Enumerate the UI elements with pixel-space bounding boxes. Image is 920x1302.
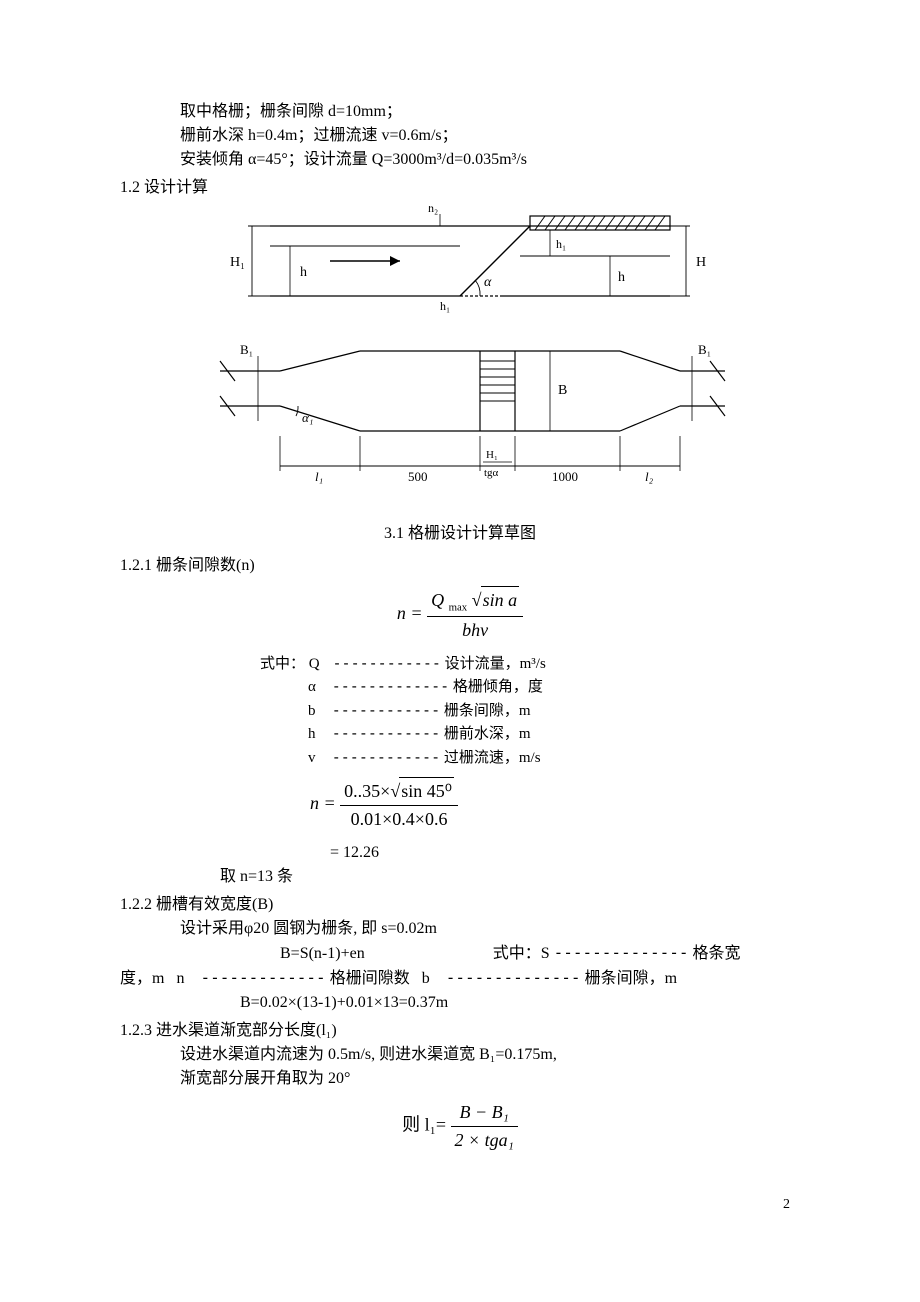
- section-1-2-3-title: 1.2.3 进水渠道渐宽部分长度(l₁): [120, 1019, 800, 1043]
- n-result: = 12.26: [120, 841, 800, 865]
- svg-text:h₁: h₁: [440, 299, 450, 313]
- svg-text:h₁: h₁: [556, 237, 566, 251]
- section-1-2-2-title: 1.2.2 栅槽有效宽度(B): [120, 893, 800, 917]
- svg-text:l₁: l₁: [315, 469, 323, 484]
- svg-text:h: h: [300, 265, 307, 280]
- sec123-line2: 渐宽部分展开角取为 20°: [120, 1067, 800, 1091]
- param-line-3: 安装倾角 α=45°；设计流量 Q=3000m³/d=0.035m³/s: [120, 148, 800, 172]
- svg-text:500: 500: [408, 469, 428, 484]
- svg-text:H: H: [696, 255, 706, 270]
- svg-text:H₁: H₁: [486, 449, 498, 461]
- svg-text:α₁: α₁: [302, 410, 313, 425]
- sec122-line2: 度，m n ------------- 格栅间隙数 b ------------…: [120, 966, 800, 991]
- svg-text:h₂: h₂: [428, 206, 438, 215]
- sec122-formula-row: B=S(n-1)+en 式中：S -------------- 格条宽: [120, 941, 800, 966]
- param-line-1: 取中格栅；栅条间隙 d=10mm；: [120, 100, 800, 124]
- svg-text:h: h: [618, 270, 625, 285]
- svg-text:B₁: B₁: [240, 342, 253, 357]
- formula-l1: 则 l₁= B − B₁ 2 × tga₁: [120, 1099, 800, 1154]
- figure-caption: 3.1 格栅设计计算草图: [120, 522, 800, 546]
- svg-text:l₂: l₂: [645, 469, 654, 484]
- sec123-line1: 设进水渠道内流速为 0.5m/s, 则进水渠道宽 B₁=0.175m,: [120, 1043, 800, 1067]
- sketch-svg: H₁ h h₂ h₁ h₁ h H α B₁ α₁: [180, 206, 740, 506]
- svg-text:H₁: H₁: [230, 255, 245, 270]
- svg-text:α: α: [484, 275, 492, 290]
- svg-text:B: B: [558, 383, 567, 398]
- section-1-2-1-title: 1.2.1 栅条间隙数(n): [120, 554, 800, 578]
- n-take: 取 n=13 条: [120, 865, 800, 889]
- page-number: 2: [120, 1194, 800, 1215]
- sec122-line1: 设计采用φ20 圆钢为栅条, 即 s=0.02m: [120, 917, 800, 941]
- where-block-121: 式中： Q ------------ 设计流量，m³/s α ---------…: [260, 652, 800, 770]
- figure-3-1: H₁ h h₂ h₁ h₁ h H α B₁ α₁: [120, 206, 800, 514]
- formula-n-def: n = Q max sin a bhv: [120, 586, 800, 644]
- formula-n-calc: n = 0..35×sin 45⁰ 0.01×0.4×0.6: [120, 777, 800, 833]
- svg-text:tgα: tgα: [484, 467, 499, 479]
- section-1-2-title: 1.2 设计计算: [120, 176, 800, 200]
- svg-text:1000: 1000: [552, 469, 578, 484]
- svg-text:B₁: B₁: [698, 342, 711, 357]
- param-line-2: 栅前水深 h=0.4m；过栅流速 v=0.6m/s；: [120, 124, 800, 148]
- sec122-calc: B=0.02×(13-1)+0.01×13=0.37m: [120, 991, 800, 1015]
